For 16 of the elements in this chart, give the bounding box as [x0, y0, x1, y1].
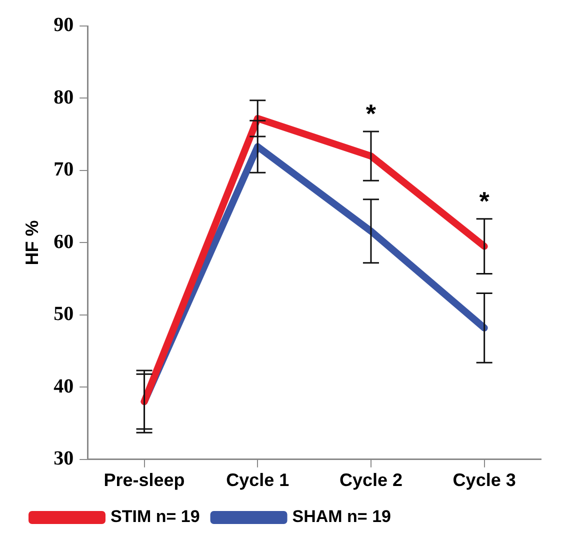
y-tick-label: 80: [54, 86, 74, 108]
x-tick-label: Cycle 1: [226, 470, 290, 490]
x-tick-label: Cycle 3: [452, 470, 516, 490]
y-tick-label: 30: [54, 448, 74, 470]
y-axis-title: HF %: [22, 220, 42, 266]
y-tick-label: 50: [54, 303, 74, 326]
annotation: *: [366, 98, 377, 129]
y-tick-label: 90: [54, 14, 74, 36]
x-tick-label: Cycle 2: [339, 470, 402, 490]
annotation: *: [479, 186, 490, 216]
x-tick-label: Pre-sleep: [104, 470, 185, 490]
legend-label: STIM n= 19: [110, 507, 200, 526]
y-tick-label: 40: [54, 375, 74, 398]
y-tick-label: 60: [54, 230, 74, 253]
y-tick-label: 70: [54, 158, 74, 181]
legend-label: SHAM n= 19: [292, 507, 392, 526]
